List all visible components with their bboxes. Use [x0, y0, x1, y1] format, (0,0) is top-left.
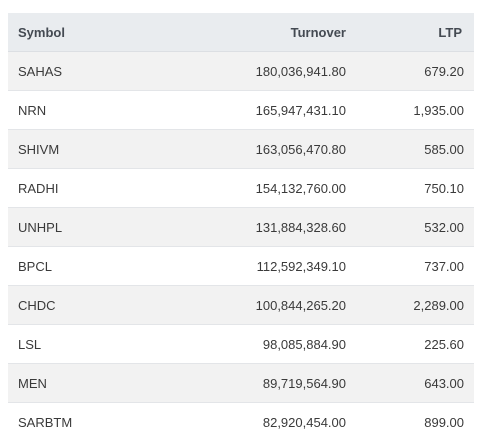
cell-symbol: CHDC — [8, 286, 178, 325]
cell-turnover: 100,844,265.20 — [178, 286, 348, 325]
cell-ltp: 1,935.00 — [348, 91, 474, 130]
cell-ltp: 679.20 — [348, 52, 474, 91]
cell-symbol: BPCL — [8, 247, 178, 286]
cell-ltp: 750.10 — [348, 169, 474, 208]
column-header-ltp[interactable]: LTP — [348, 13, 474, 52]
cell-symbol: SARBTM — [8, 403, 178, 441]
cell-turnover: 163,056,470.80 — [178, 130, 348, 169]
cell-turnover: 89,719,564.90 — [178, 364, 348, 403]
cell-symbol: UNHPL — [8, 208, 178, 247]
cell-ltp: 899.00 — [348, 403, 474, 441]
cell-symbol: MEN — [8, 364, 178, 403]
header-row: Symbol Turnover LTP — [8, 13, 474, 52]
cell-turnover: 180,036,941.80 — [178, 52, 348, 91]
cell-ltp: 532.00 — [348, 208, 474, 247]
cell-ltp: 585.00 — [348, 130, 474, 169]
cell-turnover: 165,947,431.10 — [178, 91, 348, 130]
cell-turnover: 131,884,328.60 — [178, 208, 348, 247]
cell-ltp: 737.00 — [348, 247, 474, 286]
cell-ltp: 2,289.00 — [348, 286, 474, 325]
cell-symbol: LSL — [8, 325, 178, 364]
cell-symbol: RADHI — [8, 169, 178, 208]
cell-turnover: 154,132,760.00 — [178, 169, 348, 208]
cell-turnover: 112,592,349.10 — [178, 247, 348, 286]
table-header: Symbol Turnover LTP — [8, 13, 474, 52]
cell-ltp: 643.00 — [348, 364, 474, 403]
cell-symbol: SHIVM — [8, 130, 178, 169]
cell-turnover: 82,920,454.00 — [178, 403, 348, 441]
cell-turnover: 98,085,884.90 — [178, 325, 348, 364]
cell-ltp: 225.60 — [348, 325, 474, 364]
cell-symbol: SAHAS — [8, 52, 178, 91]
cell-symbol: NRN — [8, 91, 178, 130]
column-header-symbol[interactable]: Symbol — [8, 13, 178, 52]
column-header-turnover[interactable]: Turnover — [178, 13, 348, 52]
